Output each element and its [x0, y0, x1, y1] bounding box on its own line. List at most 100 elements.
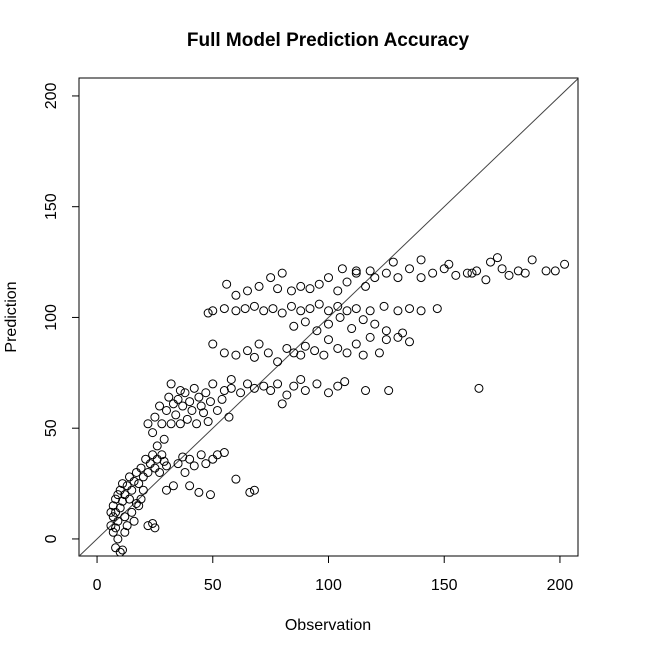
point — [381, 326, 391, 336]
point — [254, 281, 264, 291]
point — [432, 304, 442, 314]
point — [203, 308, 213, 318]
point — [115, 547, 125, 556]
x-tick-label: 200 — [547, 577, 574, 594]
point — [333, 343, 343, 353]
point — [138, 485, 148, 495]
point — [199, 408, 209, 418]
point — [222, 279, 232, 289]
point — [161, 485, 171, 495]
point — [342, 277, 352, 287]
plot-area — [79, 78, 578, 556]
point — [384, 386, 394, 396]
point — [208, 306, 218, 316]
point — [342, 348, 352, 358]
point — [161, 461, 171, 471]
point — [113, 490, 123, 500]
point — [296, 374, 306, 384]
point — [249, 485, 259, 495]
point — [254, 339, 264, 349]
point — [231, 474, 241, 484]
point — [136, 494, 146, 504]
point — [111, 494, 121, 504]
point — [106, 521, 116, 531]
point — [155, 467, 165, 477]
chart-title: Full Model Prediction Accuracy — [187, 30, 470, 51]
point — [150, 463, 160, 473]
point — [259, 306, 269, 316]
point — [393, 332, 403, 342]
point — [178, 452, 188, 462]
point — [310, 346, 320, 356]
point — [219, 348, 229, 358]
point — [155, 401, 165, 411]
point — [108, 527, 118, 537]
point — [242, 379, 252, 389]
y-tick-label: 100 — [43, 304, 60, 331]
point — [113, 516, 123, 526]
point — [324, 306, 333, 316]
point — [196, 450, 206, 460]
point — [263, 348, 273, 358]
point — [319, 350, 329, 360]
point — [175, 386, 185, 396]
point — [208, 454, 218, 464]
point — [173, 459, 183, 469]
point — [203, 417, 213, 427]
point — [333, 381, 343, 391]
point — [541, 266, 551, 276]
point — [224, 412, 234, 422]
point — [282, 390, 292, 400]
point — [212, 450, 222, 460]
point — [143, 467, 153, 477]
point — [164, 392, 174, 402]
x-tick-label: 50 — [204, 577, 222, 594]
point — [148, 518, 158, 528]
point — [115, 503, 125, 513]
point — [231, 290, 241, 300]
point — [444, 259, 454, 269]
point — [370, 319, 380, 329]
x-axis-label: Observation — [285, 617, 371, 634]
point — [106, 507, 116, 517]
point — [127, 507, 137, 517]
point — [337, 264, 347, 274]
point — [249, 301, 259, 311]
point — [134, 501, 144, 511]
point — [124, 494, 134, 504]
point — [159, 456, 169, 466]
point — [300, 386, 310, 396]
point — [226, 383, 236, 393]
point — [111, 523, 121, 533]
point — [560, 259, 570, 269]
point — [201, 388, 211, 398]
point — [217, 394, 227, 404]
point — [201, 459, 211, 469]
point — [189, 461, 199, 471]
point — [486, 257, 496, 267]
point — [185, 454, 195, 464]
point — [314, 299, 324, 309]
point — [182, 414, 192, 424]
point — [277, 308, 287, 318]
point — [180, 467, 190, 477]
point — [166, 419, 176, 429]
y-tick-label: 50 — [43, 419, 60, 437]
point — [550, 266, 560, 276]
point — [173, 394, 183, 404]
point — [428, 268, 438, 278]
point — [185, 397, 195, 407]
point — [289, 348, 299, 358]
point — [398, 328, 408, 338]
point — [324, 388, 333, 398]
point — [305, 284, 315, 294]
point — [324, 335, 333, 345]
point — [351, 266, 361, 276]
point — [351, 304, 361, 314]
reference-line — [79, 78, 578, 556]
point — [157, 419, 167, 429]
x-tick-label: 150 — [431, 577, 458, 594]
point — [416, 306, 426, 316]
y-axis-label: Prediction — [3, 281, 20, 352]
point — [296, 306, 306, 316]
